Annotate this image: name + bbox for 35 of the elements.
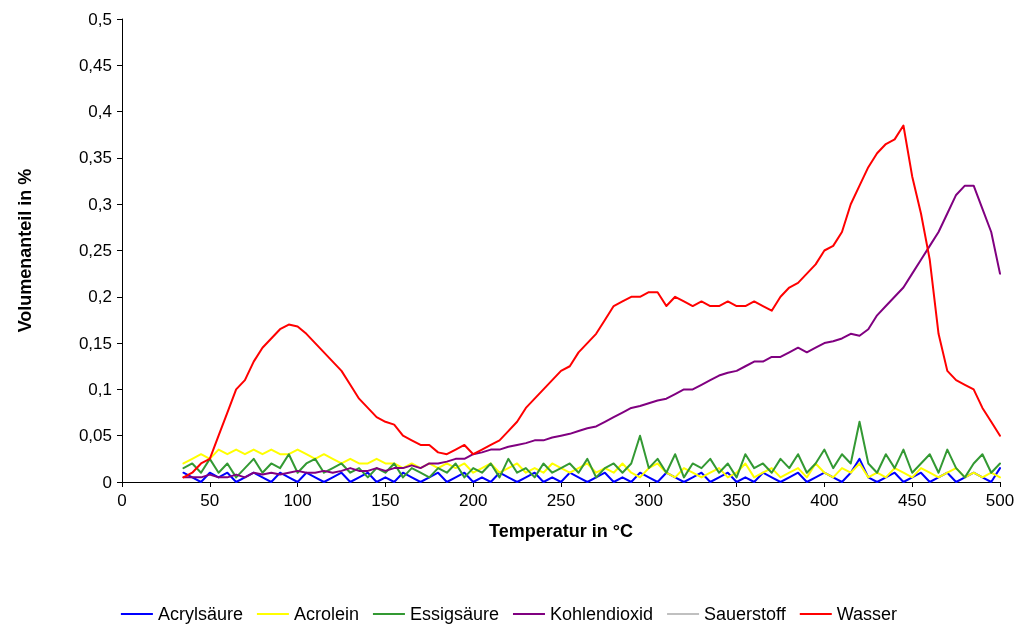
x-tick-label: 0 xyxy=(117,491,127,510)
x-tick-label: 150 xyxy=(371,491,400,510)
legend-label: Sauerstoff xyxy=(704,604,787,624)
line-series xyxy=(182,448,1001,479)
x-tick-label: 450 xyxy=(898,491,927,510)
y-tick-label: 0,5 xyxy=(88,9,112,29)
y-tick-label: 0,05 xyxy=(78,426,112,446)
legend-label: Essigsäure xyxy=(409,604,499,624)
y-tick-label: 0,15 xyxy=(78,333,112,353)
y-tick-label: 0,1 xyxy=(88,379,112,399)
line-series xyxy=(182,124,1001,479)
y-tick-label: 0,45 xyxy=(78,55,112,75)
line-series xyxy=(182,184,1001,479)
y-tick-label: 0,2 xyxy=(88,287,112,307)
y-tick-label: 0,35 xyxy=(78,148,112,168)
x-tick-label: 50 xyxy=(200,491,220,510)
x-tick-label: 350 xyxy=(722,491,751,510)
line-series xyxy=(182,420,1001,479)
x-tick-label: 250 xyxy=(546,491,576,510)
legend-label: Wasser xyxy=(836,604,898,624)
legend-label: Kohlendioxid xyxy=(549,604,654,624)
x-tick-label: 300 xyxy=(634,491,663,510)
x-tick-label: 200 xyxy=(459,491,488,510)
line-series xyxy=(182,457,1001,483)
legend-label: Acrylsäure xyxy=(157,604,243,624)
x-tick-label: 500 xyxy=(985,491,1015,510)
x-tick-label: 400 xyxy=(810,491,839,510)
x-axis-title: Temperatur in °C xyxy=(489,521,633,541)
legend-label: Acrolein xyxy=(293,604,359,624)
y-tick-label: 0 xyxy=(102,472,112,492)
y-tick-label: 0,3 xyxy=(88,194,112,214)
y-axis-title: Volumenanteil in % xyxy=(15,168,35,333)
y-tick-label: 0,4 xyxy=(88,102,112,122)
x-tick-label: 100 xyxy=(283,491,312,510)
y-tick-label: 0,25 xyxy=(78,241,112,260)
